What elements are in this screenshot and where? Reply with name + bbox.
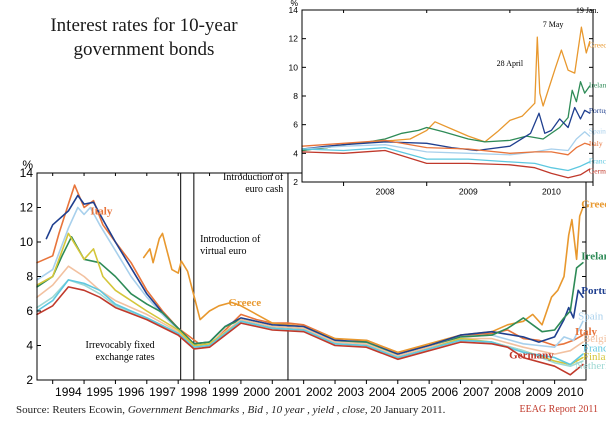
- series-line-germany: [36, 286, 584, 376]
- x-tick-label: 2008: [376, 187, 395, 197]
- series-label-germany: Germany: [509, 349, 554, 361]
- y-axis-label: %: [290, 0, 298, 8]
- x-tick-label: 1997: [149, 385, 176, 399]
- y-tick-label: 10: [289, 62, 299, 72]
- y-tick-label: 12: [20, 201, 34, 215]
- x-tick-label: 1996: [118, 385, 145, 399]
- series-line-portugal: [301, 106, 591, 152]
- x-tick-label: 1998: [181, 385, 208, 399]
- series-line-greece: [142, 206, 584, 354]
- series-line-portugal: [45, 194, 584, 355]
- y-tick-label: 4: [293, 148, 298, 158]
- x-tick-label: 1994: [55, 385, 82, 399]
- source-prefix: Source: Reuters Ecowin,: [16, 404, 126, 416]
- series-label-italy: Italy: [589, 139, 603, 148]
- annotation-text: exchange rates: [96, 352, 155, 363]
- source-italic: Government Benchmarks , Bid , 10 year , …: [127, 404, 365, 416]
- x-tick-label: 2005: [400, 385, 427, 399]
- series-line-germany: [301, 149, 591, 179]
- series-line-italy: [301, 139, 591, 156]
- main-chart: 2 4 6 8 10 12 14% 1994 1995 1996 1997 1998 1999 2000 2…: [20, 158, 606, 399]
- series-line-italy: [36, 184, 584, 354]
- x-tick-label: 2010: [542, 187, 561, 197]
- x-tick-label: 2002: [306, 385, 333, 399]
- series-line-spain: [301, 131, 591, 156]
- series-label-france: France: [583, 343, 606, 355]
- series-label-spain: Spain: [589, 126, 606, 135]
- series-line-france: [301, 146, 591, 172]
- y-tick-label: 6: [293, 120, 298, 130]
- x-tick-label: 2006: [431, 385, 458, 399]
- annotation-text: Introduction of: [223, 172, 284, 183]
- annotation-text: Introduction of: [200, 234, 261, 245]
- y-tick-label: 8: [26, 270, 33, 284]
- report-label: EEAG Report 2011: [519, 404, 598, 415]
- y-tick-label: 6: [26, 304, 33, 318]
- annotation-text: virtual euro: [200, 246, 246, 257]
- source-note: Source: Reuters Ecowin, Government Bench…: [16, 404, 445, 416]
- x-tick-label: 2003: [337, 385, 364, 399]
- series-label-portugal: Portugal: [581, 285, 606, 297]
- series-label-greece: Greece: [228, 297, 261, 309]
- annotation-text: euro cash: [245, 184, 283, 195]
- series-label-finland: Finland: [583, 351, 606, 363]
- y-tick-label: 14: [289, 5, 299, 15]
- x-tick-label: 2010: [557, 385, 584, 399]
- y-tick-label: 2: [293, 177, 298, 187]
- series-label-ireland: Ireland: [581, 250, 606, 262]
- y-tick-label: 2: [26, 373, 33, 387]
- series-label-germany: Germany: [589, 166, 606, 175]
- y-tick-label: 4: [26, 339, 33, 353]
- x-tick-label: 2000: [243, 385, 270, 399]
- inset-chart: 2 4 6 8 10 12 14% 2008 2009 2010 28 April 7 May 19 J…: [289, 0, 606, 197]
- series-line-belgium: [36, 265, 584, 357]
- x-tick-label: 1995: [86, 385, 113, 399]
- series-label-ireland: Ireland: [589, 80, 606, 89]
- series-label-greece: Greece: [581, 199, 606, 211]
- y-tick-label: 12: [289, 34, 299, 44]
- source-suffix: , 20 January 2011.: [364, 404, 446, 416]
- annotation-text: Irrevocably fixed: [86, 340, 155, 351]
- x-tick-label: 2007: [463, 385, 490, 399]
- series-label-italy: Italy: [90, 205, 113, 217]
- series-label-netherlands: Netherlands: [575, 360, 606, 372]
- x-tick-label: 2009: [526, 385, 553, 399]
- plot-background: [302, 10, 593, 182]
- y-axis-label: %: [22, 158, 33, 172]
- y-tick-label: 10: [20, 235, 34, 249]
- x-tick-label: 1999: [212, 385, 239, 399]
- annotation-text: 19 Jan.: [576, 6, 599, 15]
- series-label-italy: Italy: [575, 326, 598, 338]
- series-label-spain: Spain: [578, 311, 604, 323]
- series-label-greece: Greece: [589, 40, 606, 49]
- series-line-greece: [301, 26, 591, 152]
- x-tick-label: 2004: [369, 385, 396, 399]
- x-tick-label: 2008: [494, 385, 521, 399]
- x-tick-label: 2001: [275, 385, 302, 399]
- y-tick-label: 8: [293, 91, 298, 101]
- series-label-portugal: Portugal: [589, 106, 606, 115]
- annotation-text: 7 May: [543, 20, 564, 29]
- series-label-belgium: Belgium: [583, 333, 606, 345]
- x-tick-label: 2009: [459, 187, 478, 197]
- annotation-text: 28 April: [497, 59, 524, 68]
- chart-title: Interest rates for 10-year government bo…: [50, 15, 238, 60]
- series-label-france: France: [589, 156, 606, 165]
- y-tick-label: 14: [20, 166, 34, 180]
